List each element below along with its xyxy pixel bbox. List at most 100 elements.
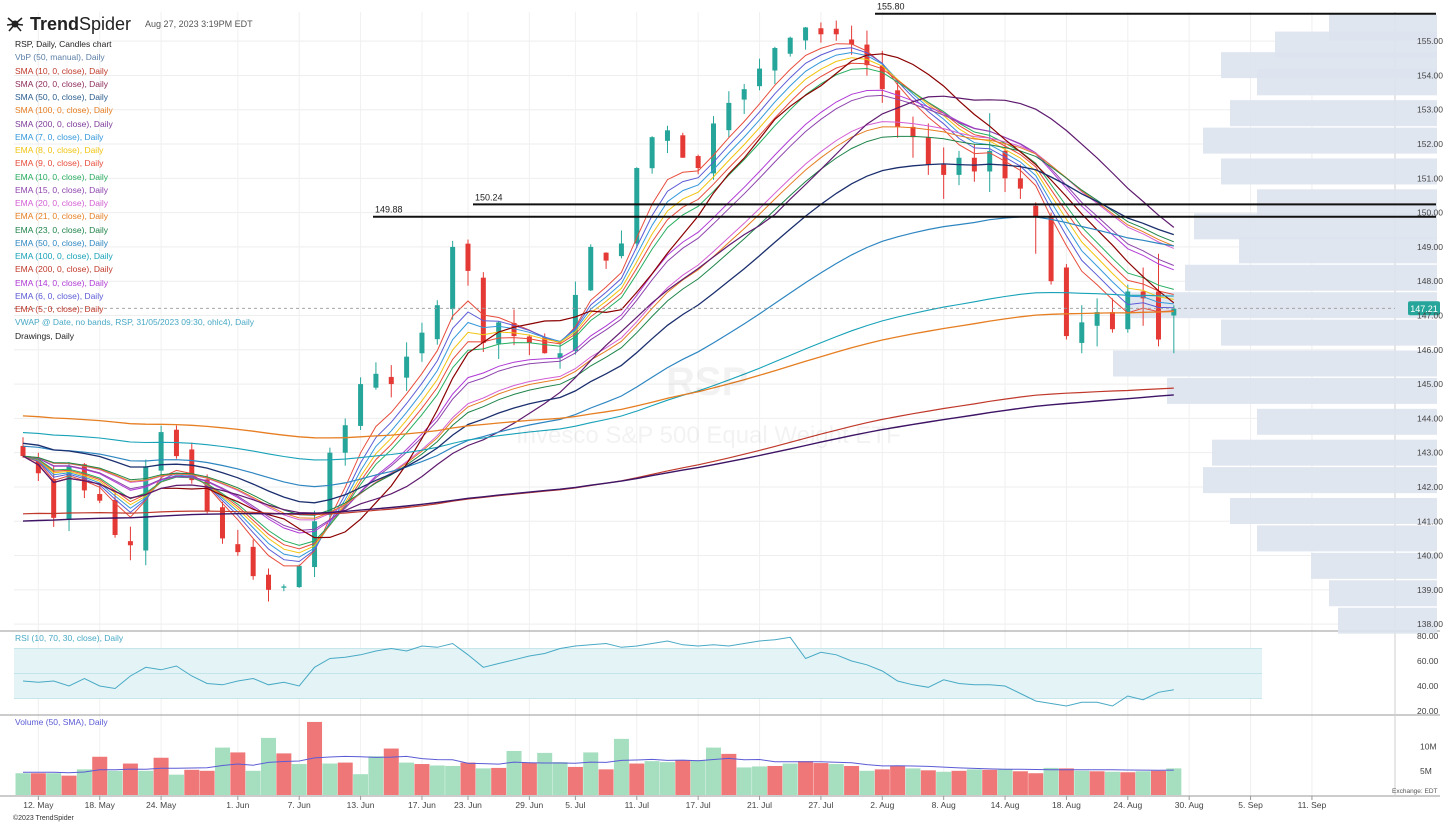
volume-bar: [629, 763, 645, 795]
volume-bar: [982, 769, 998, 795]
legend-item[interactable]: SMA (100, 0, close), Daily: [15, 105, 113, 116]
candle-body: [327, 452, 333, 516]
legend-item[interactable]: EMA (10, 0, close), Daily: [15, 171, 109, 182]
candle-body: [204, 479, 210, 511]
volume-bar: [537, 752, 553, 795]
last-price-value: 147.21: [1410, 304, 1438, 314]
candle-body: [526, 336, 532, 343]
legend-item[interactable]: VWAP @ Date, no bands, RSP, 31/05/2023 0…: [15, 317, 255, 328]
volume-bar: [782, 763, 798, 795]
volume-sma-line: [23, 755, 1174, 774]
candle-body: [296, 565, 302, 588]
rsi-panel: 20.00 40.00 60.00 80.00: [14, 631, 1439, 716]
volume-bar: [598, 769, 614, 795]
ema-line: [22, 43, 1174, 567]
volume-bar: [874, 769, 890, 795]
candle-body: [143, 466, 149, 551]
legend-item[interactable]: EMA (23, 0, close), Daily: [15, 224, 109, 235]
legend-item[interactable]: Drawings, Daily: [15, 330, 75, 341]
rsi-tick: 80.00: [1417, 631, 1439, 641]
x-tick-label: 18. May: [85, 800, 116, 810]
volume-bar: [675, 760, 691, 795]
volume-bar: [721, 753, 737, 795]
watermark-name: Invesco S&P 500 Equal Weight ETF: [516, 422, 901, 449]
volume-bar: [613, 738, 629, 795]
candle-body: [1079, 322, 1085, 343]
candle-body: [910, 126, 916, 138]
price-tick: 139.00: [1417, 585, 1443, 595]
volume-bar: [1166, 768, 1182, 795]
legend-item[interactable]: EMA (8, 0, close), Daily: [15, 145, 104, 155]
volume-bar: [997, 768, 1013, 795]
legend-item[interactable]: EMA (6, 0, close), Daily: [15, 290, 104, 301]
ema-line: [22, 292, 1174, 461]
volume-bar: [920, 770, 936, 795]
volume-profile-bar: [1230, 497, 1437, 524]
volume-profile-bar: [1185, 264, 1437, 291]
candle-body: [35, 459, 41, 474]
candle-body: [219, 507, 225, 539]
volume-bar: [30, 773, 46, 795]
volume-profile-bar: [1113, 350, 1437, 377]
candle-body: [388, 376, 394, 385]
candle-body: [849, 39, 855, 45]
candle-body: [925, 137, 931, 165]
volume-bar: [291, 764, 307, 795]
legend-item[interactable]: EMA (100, 0, close), Daily: [15, 251, 113, 261]
candle-body: [649, 137, 655, 169]
volume-bar: [460, 762, 476, 795]
legend-item[interactable]: SMA (20, 0, close), Daily: [15, 78, 109, 89]
legend-item[interactable]: EMA (50, 0, close), Daily: [15, 237, 109, 248]
legend-item[interactable]: SMA (10, 0, close), Daily: [15, 65, 109, 76]
legend-item[interactable]: VbP (50, manual), Daily: [15, 52, 105, 63]
volume-profile-bar: [1329, 580, 1437, 607]
legend-item[interactable]: EMA (15, 0, close), Daily: [15, 184, 109, 195]
candle-body: [618, 243, 624, 257]
x-tick-label: 5. Jul: [565, 800, 585, 810]
candle-body: [664, 130, 670, 141]
candle-body: [603, 252, 609, 261]
volume-bar: [936, 771, 952, 795]
candle-body: [127, 541, 133, 546]
exchange-note: Exchange: EDT: [1392, 788, 1438, 795]
price-tick: 148.00: [1417, 276, 1443, 286]
copyright: ©2023 TrendSpider: [13, 815, 74, 822]
legend-item[interactable]: SMA (200, 0, close), Daily: [15, 118, 113, 129]
volume-profile-bar: [1131, 292, 1437, 319]
legend-item[interactable]: EMA (200, 0, close), Daily: [15, 264, 113, 275]
volume-profile-bar: [1257, 69, 1437, 96]
volume-profile-bar: [1311, 552, 1437, 579]
legend-item[interactable]: EMA (14, 0, close), Daily: [15, 277, 109, 288]
candle-body: [726, 102, 732, 131]
volume-bar: [966, 769, 982, 795]
legend-item[interactable]: EMA (5, 0, close), Daily: [15, 304, 104, 314]
legend-item[interactable]: EMA (9, 0, close), Daily: [15, 158, 104, 169]
legend-item[interactable]: SMA (50, 0, close), Daily: [15, 92, 109, 102]
volume-profile-bar: [1257, 189, 1437, 216]
volume-bar: [1120, 772, 1136, 795]
indicator-legend: RSP, Daily, Candles chart VbP (50, manual…: [15, 38, 254, 343]
candle-body: [511, 322, 517, 337]
volume-bar: [214, 747, 230, 795]
volume-bar: [475, 768, 491, 795]
volume-bar: [414, 764, 430, 795]
volume-bar: [706, 747, 721, 795]
legend-item[interactable]: EMA (20, 0, close), Daily: [15, 198, 109, 208]
x-tick-label: 7. Jun: [288, 800, 311, 810]
price-tick: 145.00: [1417, 379, 1443, 389]
legend-item[interactable]: EMA (21, 0, close), Daily: [15, 211, 109, 222]
watermark-symbol: RSP: [666, 360, 749, 404]
candle-body: [895, 90, 901, 127]
candle-body: [465, 243, 471, 271]
volume-bar: [859, 770, 875, 795]
volume-bar: [383, 748, 399, 795]
candle-body: [803, 27, 809, 41]
legend-item[interactable]: RSP, Daily, Candles chart: [15, 39, 112, 49]
candle-body: [1048, 216, 1054, 282]
candle-body: [342, 425, 348, 453]
legend-item[interactable]: EMA (7, 0, close), Daily: [15, 131, 104, 142]
candle-body: [695, 156, 701, 169]
volume-bar: [353, 774, 369, 795]
sma-line: [22, 394, 1174, 522]
